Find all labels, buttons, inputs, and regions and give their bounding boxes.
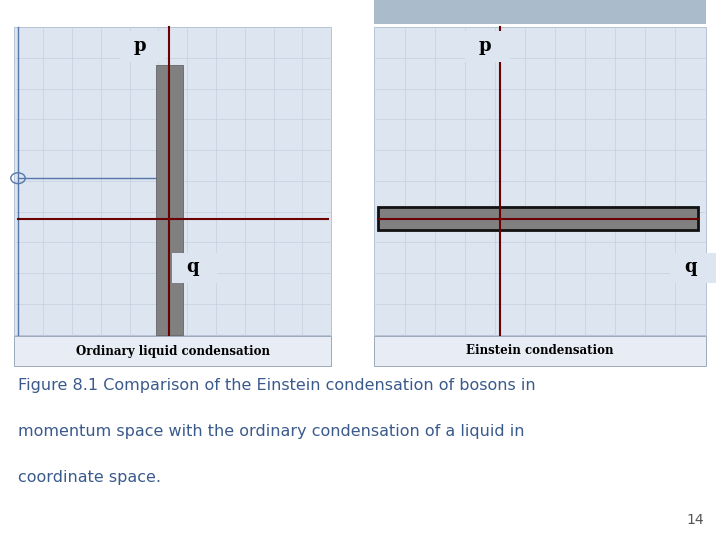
FancyBboxPatch shape [172,253,217,283]
FancyBboxPatch shape [670,253,716,283]
Text: q: q [684,258,696,276]
Text: momentum space with the ordinary condensation of a liquid in: momentum space with the ordinary condens… [18,424,524,439]
Bar [14,336,331,366]
FancyBboxPatch shape [465,31,510,62]
Text: 14: 14 [686,512,703,526]
Bar [374,336,706,366]
Text: q: q [186,258,198,276]
FancyBboxPatch shape [120,31,165,62]
Text: p: p [479,37,492,55]
Bar [378,207,698,230]
Text: Figure 8.1 Comparison of the Einstein condensation of bosons in: Figure 8.1 Comparison of the Einstein co… [18,378,536,393]
Bar [14,27,331,335]
Bar [374,0,706,24]
Text: Ordinary liquid condensation: Ordinary liquid condensation [76,345,270,357]
Text: coordinate space.: coordinate space. [18,470,161,485]
Bar [374,27,706,335]
Text: Einstein condensation: Einstein condensation [467,345,613,357]
Bar [156,65,183,335]
Text: p: p [133,37,146,55]
